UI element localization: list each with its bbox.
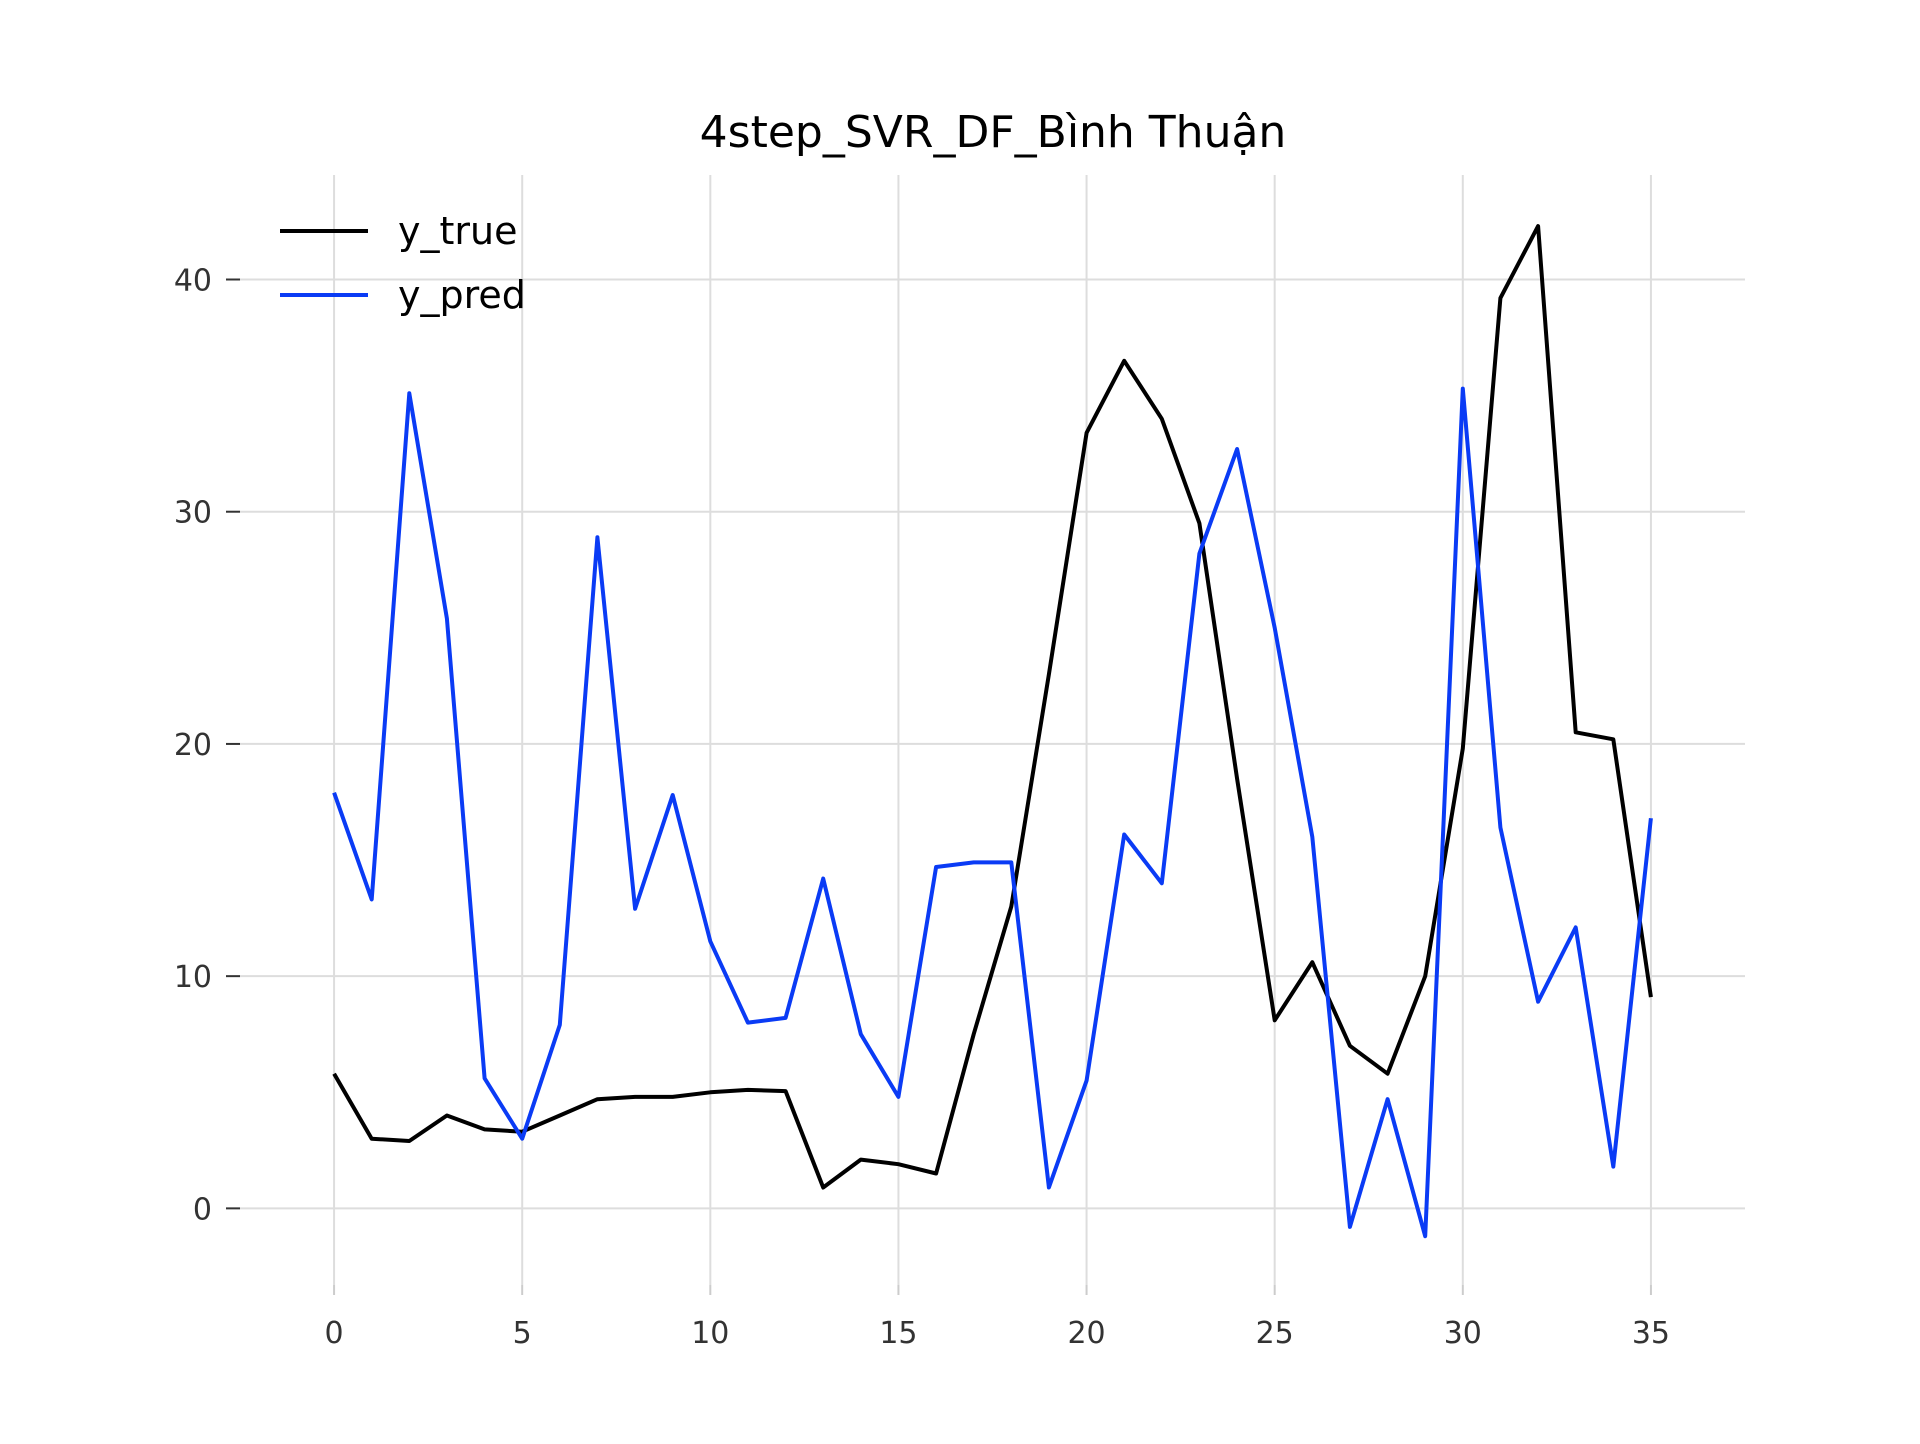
series-line-y-true	[332, 224, 1653, 1190]
legend-label-y-true: y_true	[398, 209, 517, 253]
x-tick-label: 10	[691, 1316, 729, 1351]
x-tick-label: 25	[1256, 1316, 1294, 1351]
y-tick-label: 10	[174, 960, 212, 995]
y-tick-label: 0	[193, 1192, 212, 1227]
x-tick-label: 20	[1067, 1316, 1105, 1351]
legend: y_true y_pred	[280, 209, 526, 317]
x-tick-label: 35	[1632, 1316, 1670, 1351]
y-tick-label: 20	[174, 728, 212, 763]
series-lines	[332, 224, 1653, 1239]
chart-title: 4step_SVR_DF_Bình Thuận	[700, 107, 1287, 158]
y-tick-label: 30	[174, 496, 212, 531]
x-tick-label: 5	[513, 1316, 532, 1351]
x-tick-label: 0	[325, 1316, 344, 1351]
grid	[240, 175, 1745, 1285]
x-tick-label: 15	[879, 1316, 917, 1351]
x-tick-label: 30	[1444, 1316, 1482, 1351]
axis-ticks: 0 5 10 15 20 25 30 35 0 10 20 30 40	[174, 263, 1670, 1351]
series-line-y-pred	[332, 386, 1653, 1239]
legend-label-y-pred: y_pred	[398, 273, 526, 317]
y-tick-label: 40	[174, 263, 212, 298]
